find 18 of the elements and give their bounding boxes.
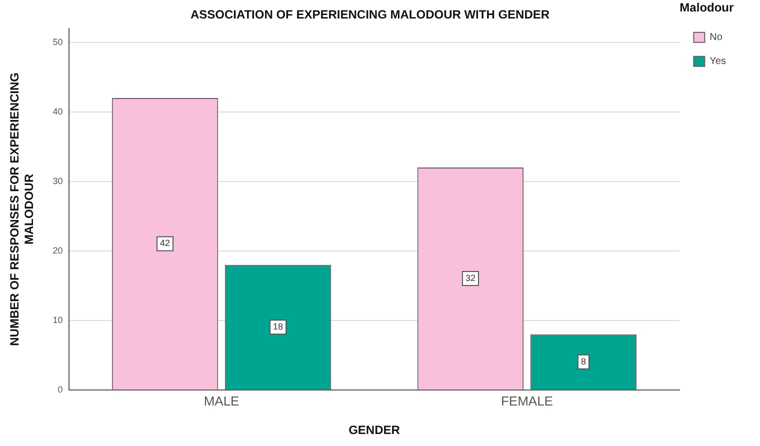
y-axis-title: NUMBER OF RESPONSES FOR EXPERIENCING MALODOUR <box>8 72 36 346</box>
x-tick-label: FEMALE <box>500 393 554 408</box>
legend-title: Malodour <box>680 0 734 14</box>
data-label: 32 <box>465 272 476 283</box>
x-tick-label: MALE <box>204 393 240 408</box>
y-tick-label: 50 <box>52 36 63 47</box>
legend-label: Yes <box>710 56 726 68</box>
data-label: 18 <box>273 322 284 332</box>
y-tick-label: 0 <box>58 384 63 394</box>
chart-title: ASSOCIATION OF EXPERIENCING MALODOUR WITH GENDER <box>190 8 550 22</box>
data-label: 8 <box>580 356 586 366</box>
y-tick-label: 10 <box>52 314 63 325</box>
y-tick-label: 30 <box>52 176 63 186</box>
legend-label: No <box>710 32 723 44</box>
x-axis-title: GENDER <box>348 423 400 438</box>
y-tick-label: 40 <box>52 106 63 116</box>
data-label: 42 <box>160 238 170 248</box>
y-tick-label: 20 <box>52 245 63 256</box>
